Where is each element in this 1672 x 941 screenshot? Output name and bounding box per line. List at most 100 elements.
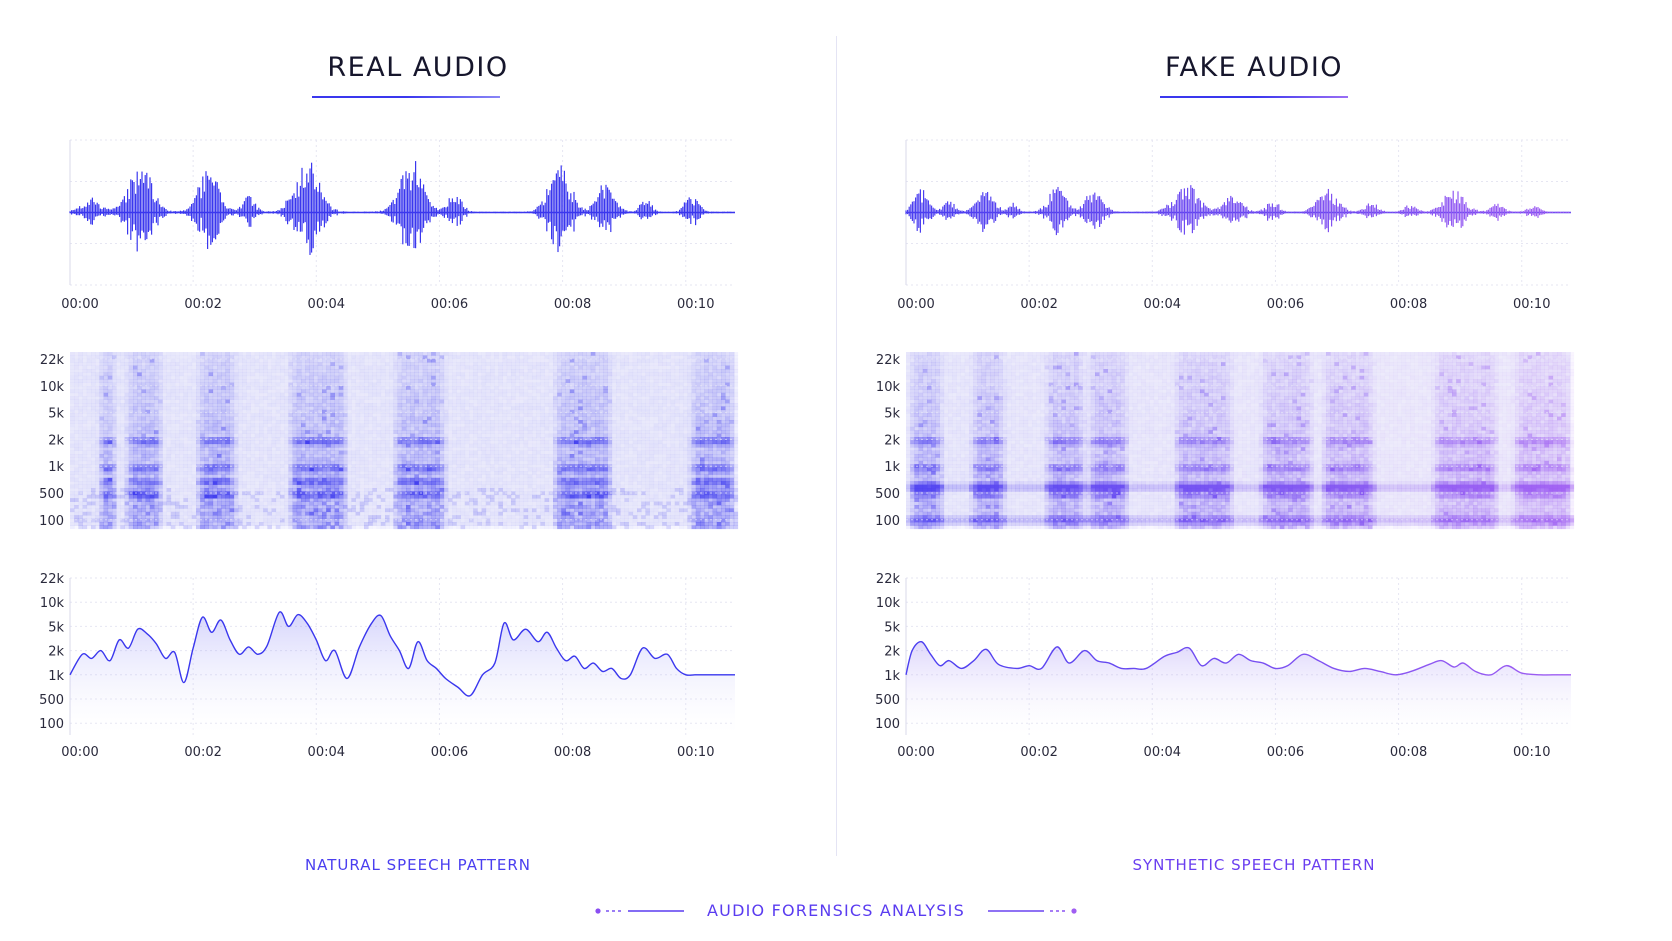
- spectrogram-cell: [128, 467, 134, 472]
- spectrogram-cell: [364, 467, 369, 472]
- spectrogram-cell: [233, 423, 239, 428]
- spectrogram-cell: [179, 450, 184, 455]
- spectrogram-cell: [351, 440, 356, 445]
- spectrogram-cell: [78, 386, 83, 390]
- spectrogram-cell: [103, 525, 109, 530]
- spectrogram-cell: [225, 430, 230, 434]
- spectrogram-cell: [301, 460, 306, 465]
- spectrogram-cell: [389, 406, 394, 411]
- spectrogram-cell: [225, 457, 230, 462]
- spectrogram-cell: [397, 433, 403, 438]
- spectrogram-cell: [141, 525, 146, 530]
- spectrogram-cell: [380, 471, 386, 475]
- spectrogram-cell: [154, 433, 159, 438]
- spectrogram-cell: [162, 467, 167, 472]
- spectrogram-cell: [284, 362, 289, 366]
- spectrogram-cell: [95, 450, 100, 455]
- spectrogram-cell: [301, 358, 306, 363]
- spectrogram-cell: [322, 382, 327, 387]
- spectrogram-cell: [397, 457, 403, 462]
- spectrogram-cell: [267, 382, 272, 387]
- spectrogram-cell: [376, 488, 382, 492]
- spectrogram-cell: [271, 386, 277, 390]
- spectrogram-cell: [431, 386, 436, 390]
- spectrogram-cell: [86, 481, 92, 485]
- spectrogram-cell: [133, 457, 138, 462]
- spectrogram-cell: [368, 386, 373, 390]
- spectrogram-cell: [359, 515, 365, 519]
- spectrogram-cell: [187, 501, 193, 506]
- spectrogram-cell: [355, 501, 361, 506]
- spectrogram-cell: [292, 474, 298, 479]
- spectrogram-cell: [397, 355, 403, 360]
- spectrogram-cell: [376, 474, 382, 479]
- spectrogram-cell: [162, 440, 167, 445]
- spectrogram-cell: [145, 447, 151, 451]
- spectrogram-cell: [250, 420, 256, 424]
- spectrogram-cell: [166, 433, 172, 438]
- spectrogram-cell: [410, 399, 415, 404]
- spectrogram-cell: [183, 471, 188, 475]
- spectrogram-cell: [70, 362, 75, 366]
- spectrogram-cell: [372, 369, 377, 373]
- spectrogram-cell: [292, 437, 298, 441]
- spectrogram-cell: [233, 450, 239, 455]
- spectrogram-cell: [326, 464, 331, 468]
- spectrogram-cell: [389, 430, 394, 434]
- spectrogram-cell: [78, 454, 83, 458]
- spectrogram-cell: [267, 420, 272, 424]
- spectrogram-cell: [406, 426, 411, 431]
- spectrogram-cell: [271, 454, 277, 458]
- spectrogram-cell: [242, 464, 247, 468]
- spectrogram-cell: [204, 454, 209, 458]
- spectrogram-cell: [422, 372, 428, 377]
- spectrogram-cell: [137, 488, 142, 492]
- spectrogram-cell: [418, 450, 424, 455]
- spectrogram-cell: [372, 467, 377, 472]
- spectrogram-cell: [107, 403, 113, 407]
- spectrogram-cell: [183, 433, 188, 438]
- spectrogram-cell: [179, 430, 184, 434]
- spectrogram-cell: [422, 443, 428, 448]
- spectrogram-cell: [103, 389, 109, 394]
- spectrogram-cell: [254, 416, 260, 421]
- spectrogram-cell: [267, 389, 272, 394]
- spectrogram-cell: [414, 505, 419, 509]
- spectrogram-cell: [431, 450, 436, 455]
- spectrogram-cell: [351, 443, 356, 448]
- spectrogram-cell: [166, 450, 172, 455]
- spectrogram-cell: [347, 437, 352, 441]
- spectrogram-cell: [107, 369, 113, 373]
- spectrogram-cell: [183, 379, 188, 383]
- spectrogram-cell: [149, 467, 155, 472]
- spectrogram-cell: [406, 352, 411, 356]
- spectrogram-cell: [124, 416, 130, 421]
- spectrogram-cell: [116, 440, 121, 445]
- spectrogram-cell: [254, 522, 260, 526]
- spectrogram-cell: [427, 423, 432, 428]
- spectrogram-cell: [427, 389, 432, 394]
- spectrogram-cell: [364, 386, 369, 390]
- spectrogram-cell: [170, 494, 176, 499]
- spectrogram-cell: [414, 355, 419, 360]
- spectrogram-cell: [137, 375, 142, 380]
- spectrogram-cell: [179, 518, 184, 523]
- spectrogram-cell: [82, 484, 88, 489]
- spectrogram-cell: [284, 518, 289, 523]
- spectrogram-cell: [322, 409, 327, 414]
- spectrogram-cell: [74, 471, 79, 475]
- spectrogram-cell: [355, 420, 361, 424]
- spectrogram-cell: [393, 450, 398, 455]
- spectrogram-cell: [296, 457, 302, 462]
- spectrogram-cell: [372, 375, 377, 380]
- spectrogram-cell: [175, 454, 180, 458]
- spectrogram-cell: [393, 522, 398, 526]
- spectrogram-cell: [99, 399, 104, 404]
- spectrogram-cell: [359, 416, 365, 421]
- spectrogram-cell: [183, 375, 188, 380]
- spectrogram-cell: [154, 484, 159, 489]
- spectrogram-cell: [364, 358, 369, 363]
- spectrogram-cell: [238, 437, 243, 441]
- spectrogram-cell: [406, 505, 411, 509]
- spectrogram-cell: [271, 382, 277, 387]
